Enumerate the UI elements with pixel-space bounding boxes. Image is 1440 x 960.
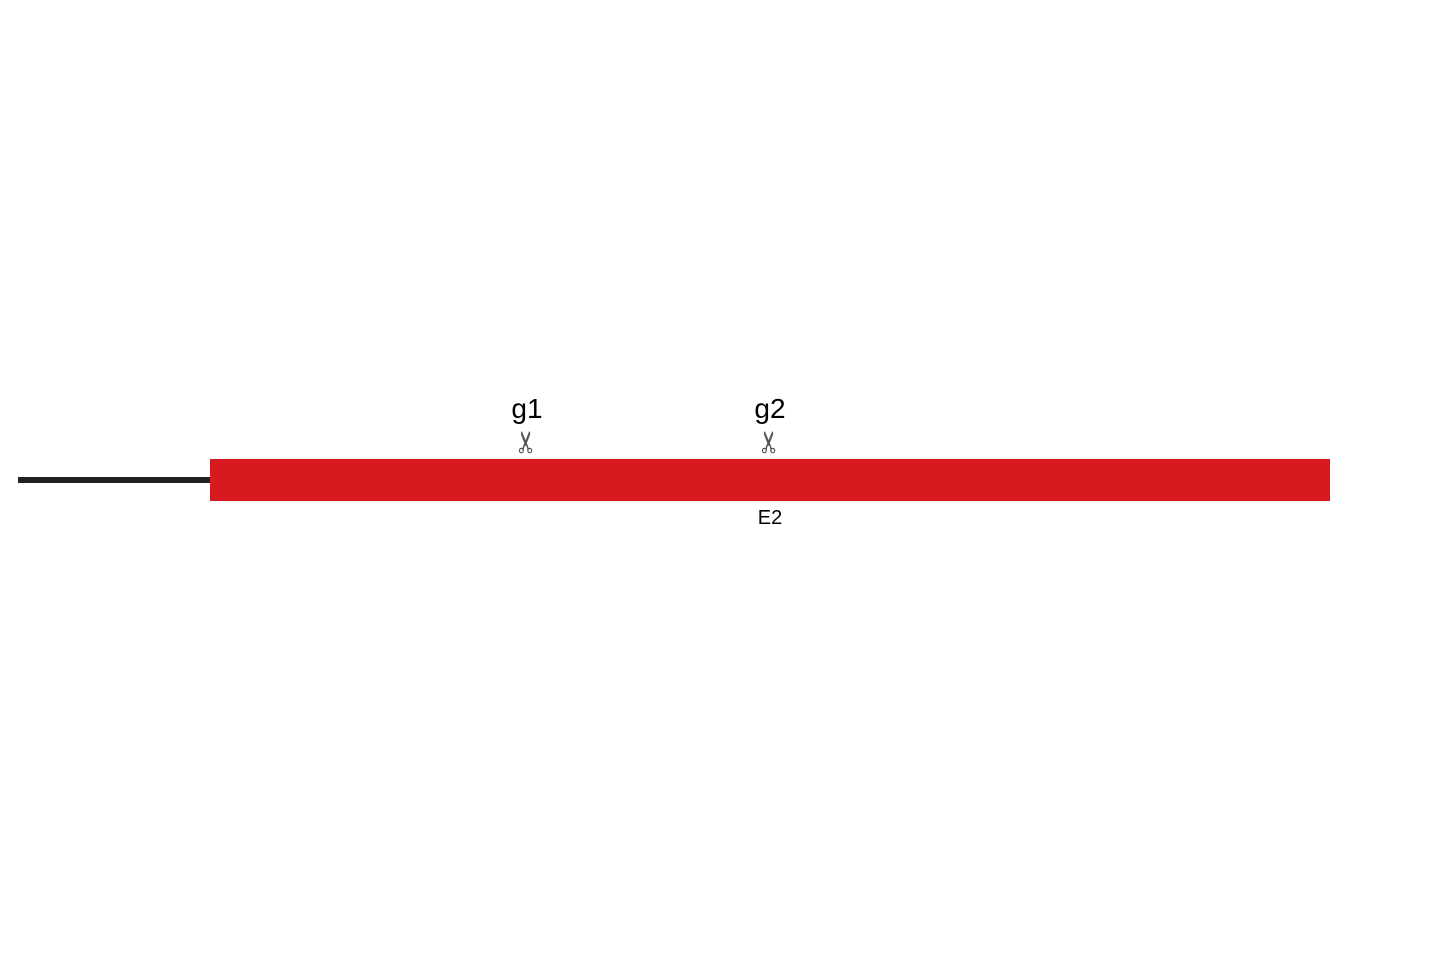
cut-site-g2: g2✂	[754, 393, 785, 457]
exon-label-e2: E2	[758, 507, 782, 530]
cut-label-g1: g1	[511, 393, 542, 425]
exon-bar-e2	[210, 459, 1330, 501]
scissors-icon: ✂	[755, 427, 785, 457]
intron-line	[18, 477, 210, 483]
cut-site-g1: g1✂	[511, 393, 542, 457]
scissors-icon: ✂	[512, 427, 542, 457]
cut-label-g2: g2	[754, 393, 785, 425]
